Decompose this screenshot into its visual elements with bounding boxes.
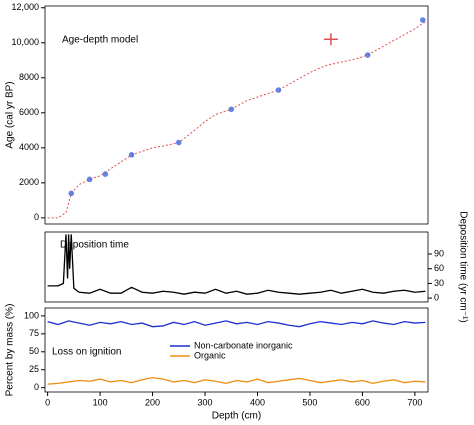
y-tick-label: 30 — [434, 278, 444, 288]
date-point — [275, 87, 282, 93]
x-tick-label: 100 — [93, 397, 108, 407]
date-point — [86, 176, 93, 183]
x-tick-label: 600 — [355, 397, 370, 407]
annotation: Loss on ignition — [52, 347, 122, 358]
y-tick-label: 25 — [29, 364, 39, 374]
legend-label: Non-carbonate inorganic — [194, 340, 293, 350]
y-tick-label: 0 — [34, 382, 39, 392]
x-tick-label: 700 — [407, 397, 422, 407]
panel-frame — [44, 307, 429, 393]
y-tick-label: 50 — [29, 346, 39, 356]
legend-label: Organic — [194, 350, 226, 360]
y-tick-label: 8000 — [19, 72, 39, 82]
y-tick-label: 0 — [34, 212, 39, 222]
series-line — [47, 21, 426, 219]
outlier-point — [323, 33, 338, 46]
y-tick-label: 100 — [24, 310, 39, 320]
date-point — [102, 171, 109, 177]
date-point — [68, 190, 75, 197]
date-point — [364, 52, 371, 58]
annotation: Deposition time — [60, 240, 129, 251]
x-tick-label: 0 — [45, 397, 50, 407]
y-tick-label: 2000 — [19, 177, 39, 187]
series-line — [47, 320, 426, 328]
date-point — [128, 152, 135, 158]
date-point — [419, 17, 426, 23]
x-axis-label: Depth (cm) — [212, 411, 261, 422]
x-tick-label: 400 — [250, 397, 265, 407]
y-axis-label: Age (cal yr BP) — [5, 81, 16, 148]
y-tick-label: 60 — [434, 263, 444, 273]
y-tick-label: 10,000 — [11, 37, 39, 47]
y-tick-label: 90 — [434, 248, 444, 258]
x-tick-label: 500 — [302, 397, 317, 407]
panel-frame — [44, 5, 429, 225]
x-tick-label: 300 — [198, 397, 213, 407]
date-point — [175, 139, 182, 146]
date-point — [228, 106, 235, 113]
series-line — [47, 376, 426, 385]
y-axis-label: Percent by mass (%) — [5, 304, 16, 397]
panel-frame — [44, 231, 429, 303]
y2-axis-label: Deposition time (yr cm⁻¹) — [457, 211, 468, 322]
y-tick-label: 6000 — [19, 107, 39, 117]
y-tick-label: 12,000 — [11, 2, 39, 12]
annotation: Age-depth model — [62, 35, 138, 46]
series-line — [47, 234, 426, 295]
x-tick-label: 200 — [145, 397, 160, 407]
y-tick-label: 75 — [29, 328, 39, 338]
y-tick-label: 0 — [434, 292, 439, 302]
y-tick-label: 4000 — [19, 142, 39, 152]
